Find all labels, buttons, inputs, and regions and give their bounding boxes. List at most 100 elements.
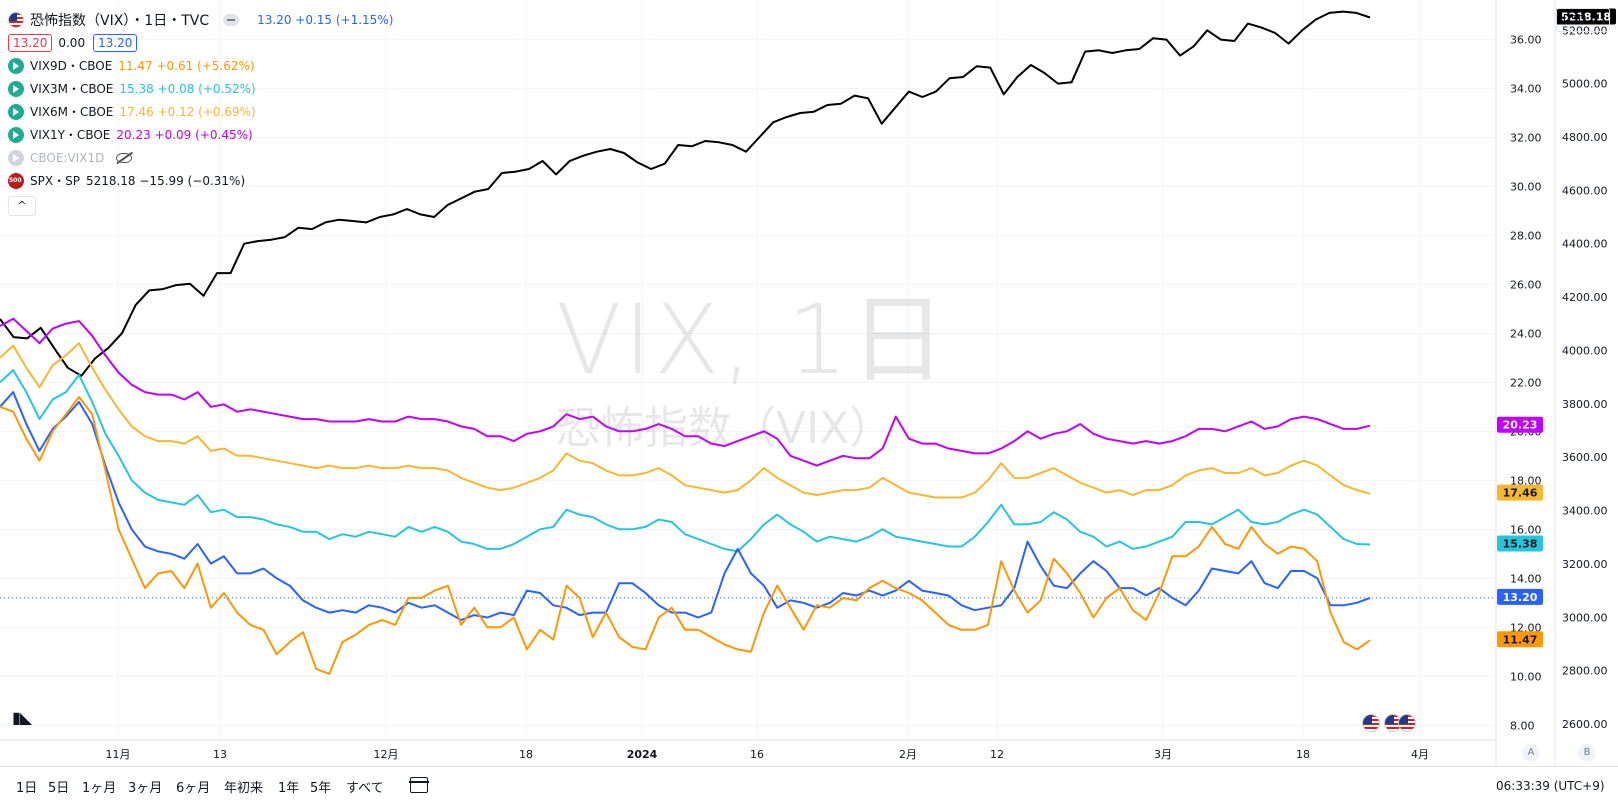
legend-row-vix6m[interactable]: VIX6M・CBOE 17.46 +0.12 (+0.69%) (8, 100, 393, 123)
sp500-logo-icon: 500 (8, 172, 24, 189)
price-axis-vix[interactable]: 8.0010.0012.0014.0016.0018.0020.0022.002… (1510, 33, 1542, 732)
minimize-icon[interactable] (223, 13, 240, 26)
price-axis-spx[interactable]: 2600.00 2800.00 3000.00 3200.00 3400.00 3600.… (1562, 24, 1608, 731)
x-tick-label: 2月 (899, 748, 917, 761)
legend-symbol-value: 11.47 +0.61 (+5.62%) (118, 58, 255, 73)
cboe-logo-icon (8, 57, 24, 74)
last-value-text: 11.47 (1503, 633, 1538, 646)
calendar-icon[interactable] (409, 777, 429, 793)
legend-symbol-name[interactable]: VIX9D・CBOE (30, 59, 113, 73)
cboe-logo-icon (8, 80, 24, 97)
y-tick-label-vix: 8.00 (1510, 719, 1535, 732)
range-button-3m[interactable]: 3ヶ月 (128, 781, 163, 796)
time-axis[interactable]: 11月 13 12月 18 2024 16 2月 12 3月 18 4月 (106, 748, 1430, 761)
legend-row-vix3m[interactable]: VIX3M・CBOE 15.38 +0.08 (+0.52%) (8, 77, 393, 100)
hidden-eye-icon[interactable] (116, 152, 133, 163)
us-flag-icon[interactable] (1398, 714, 1416, 732)
series-layer (0, 10, 1496, 675)
watermark-symbol: VIX, 1日 (556, 284, 948, 396)
last-value-badge (1556, 8, 1616, 25)
legend: 恐怖指数（VIX）・1日・TVC 13.20 +0.15 (+1.15%) 13… (8, 8, 393, 216)
y-tick-label-vix: 14.00 (1510, 572, 1542, 585)
legend-symbol-value: 20.23 +0.09 (+0.45%) (116, 127, 253, 142)
y-tick-label-vix: 12.00 (1510, 621, 1542, 634)
x-tick-label: 3月 (1154, 748, 1172, 761)
legend-symbol-name[interactable]: VIX6M・CBOE (30, 105, 114, 119)
x-tick-label: 12 (990, 748, 1004, 761)
range-button-1m[interactable]: 1ヶ月 (82, 781, 117, 796)
legend-symbol-value: 17.46 +0.12 (+0.69%) (119, 104, 256, 119)
range-button-5y[interactable]: 5年 (310, 781, 332, 796)
currency-button[interactable]: USD ⌄ (1556, 8, 1610, 32)
cboe-logo-icon (8, 149, 24, 166)
range-button-all[interactable]: すべて (346, 781, 384, 796)
y-tick-label-vix: 30.00 (1510, 180, 1542, 193)
event-markers[interactable] (1398, 714, 1420, 736)
collapse-legend-button[interactable]: ^ (8, 196, 36, 216)
last-value-text: 13.20 (1503, 591, 1538, 604)
legend-symbol-name[interactable]: CBOE:VIX1D (30, 150, 105, 165)
legend-symbol-value: 5218.18 −15.99 (−0.31%) (85, 173, 246, 188)
legend-symbol-name[interactable]: VIX3M・CBOE (30, 82, 114, 96)
y-tick-label-spx: 4200.00 (1562, 291, 1608, 304)
x-tick-label: 16 (750, 748, 764, 761)
cboe-logo-icon (8, 103, 24, 120)
last-value-text: 15.38 (1503, 538, 1538, 551)
event-markers[interactable] (1362, 714, 1406, 736)
watermark-description: 恐怖指数（VIX） (556, 403, 894, 454)
y-tick-label-vix: 22.00 (1510, 376, 1542, 389)
y-tick-label-spx: 3600.00 (1562, 451, 1608, 464)
y-tick-label-spx: 4800.00 (1562, 131, 1608, 144)
series-line (0, 391, 1371, 621)
range-button-ytd[interactable]: 年初来 (224, 781, 264, 796)
series-line (0, 10, 1371, 377)
legend-symbol-name[interactable]: SPX・SP (30, 174, 80, 188)
series-line (0, 396, 1371, 675)
y-tick-label-vix: 28.00 (1510, 229, 1542, 242)
chevron-down-icon: ⌄ (1595, 15, 1603, 25)
legend-symbol-name[interactable]: VIX1Y・CBOE (30, 128, 111, 142)
last-value-text: 5218.18 (1561, 10, 1611, 23)
y-tick-label-spx: 4400.00 (1562, 238, 1608, 251)
main-symbol-row[interactable]: 恐怖指数（VIX）・1日・TVC 13.20 +0.15 (+1.15%) (8, 8, 393, 31)
y-tick-label-spx: 4600.00 (1562, 184, 1608, 197)
legend-row-vix9d[interactable]: VIX9D・CBOE 11.47 +0.61 (+5.62%) (8, 54, 393, 77)
tradingview-logo-icon[interactable]: ▮◣ (12, 708, 32, 727)
y-tick-label-vix: 16.00 (1510, 523, 1542, 536)
series-line (0, 342, 1371, 499)
y-tick-label-spx: 3000.00 (1562, 611, 1608, 624)
main-symbol-title[interactable]: 恐怖指数（VIX）・1日・TVC (30, 12, 210, 29)
y-tick-label-spx: 3800.00 (1562, 398, 1608, 411)
legend-row-spx[interactable]: 500 SPX・SP 5218.18 −15.99 (−0.31%) (8, 169, 393, 192)
currency-label: USD (1563, 13, 1587, 26)
y-tick-label-vix: 36.00 (1510, 33, 1542, 46)
y-tick-label-spx: 3200.00 (1562, 558, 1608, 571)
x-tick-label: 4月 (1411, 748, 1429, 761)
range-button-1d[interactable]: 1日 (16, 781, 38, 796)
series-line (0, 369, 1371, 553)
us-flag-icon[interactable] (1362, 714, 1380, 732)
bid-ask-row: 13.20 0.00 13.20 (8, 31, 393, 54)
bid-price[interactable]: 13.20 (8, 33, 53, 52)
spread-value: 0.00 (58, 35, 86, 50)
clock[interactable]: 06:33:39 (UTC+9) (1496, 779, 1605, 793)
last-value-badge (1497, 484, 1543, 501)
x-tick-label: 13 (213, 748, 227, 761)
range-button-5d[interactable]: 5日 (48, 781, 70, 796)
bottom-toolbar: 1日 5日 1ヶ月 3ヶ月 6ヶ月 年初来 1年 5年 すべて 06:33:39… (0, 766, 1618, 810)
ask-price[interactable]: 13.20 (93, 33, 138, 52)
us-flag-icon (8, 11, 24, 28)
x-tick-label: 11月 (106, 748, 131, 761)
range-button-6m[interactable]: 6ヶ月 (176, 781, 211, 796)
scale-b-button[interactable]: B (1578, 744, 1596, 762)
legend-row-vix1y[interactable]: VIX1Y・CBOE 20.23 +0.09 (+0.45%) (8, 123, 393, 146)
y-tick-label-spx: 5000.00 (1562, 78, 1608, 91)
range-button-1y[interactable]: 1年 (278, 781, 300, 796)
chart-grid (0, 0, 1496, 740)
legend-row-vix1d[interactable]: CBOE:VIX1D (8, 146, 393, 169)
auto-scale-button[interactable]: A (1522, 744, 1540, 762)
y-tick-label-vix: 24.00 (1510, 327, 1542, 340)
y-tick-label-vix: 18.00 (1510, 474, 1542, 487)
x-tick-label: 18 (1296, 748, 1310, 761)
